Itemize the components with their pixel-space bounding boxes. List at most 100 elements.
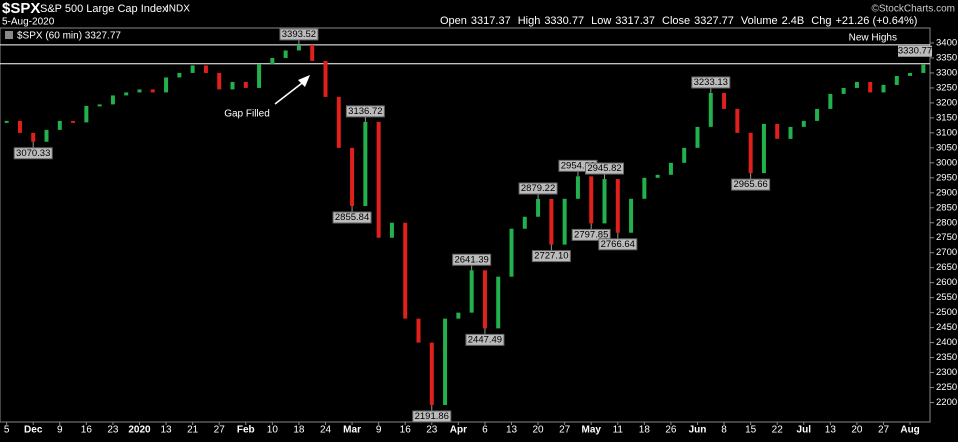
price-bar (469, 270, 474, 313)
x-tick-label: 16 (400, 425, 412, 436)
value-label: 3393.52 (282, 29, 316, 40)
x-tick-label: 24 (320, 425, 332, 436)
y-tick-label: 2450 (936, 322, 957, 333)
price-bar (71, 120, 76, 123)
y-tick-label: 3150 (936, 112, 957, 123)
x-tick-label: 13 (506, 425, 518, 436)
x-tick-label: 9 (57, 425, 63, 436)
price-bar (124, 92, 129, 96)
price-bar (363, 121, 368, 207)
price-bar (589, 176, 594, 224)
y-tick-label: 2350 (936, 352, 957, 363)
price-bar (629, 198, 634, 233)
y-tick-label: 3100 (936, 127, 957, 138)
price-bar (868, 81, 873, 93)
x-tick-label: Dec (24, 425, 43, 436)
price-bar (283, 50, 288, 58)
legend-swatch (5, 31, 13, 39)
quote-label: High (518, 15, 541, 27)
date: 5-Aug-2020 (2, 17, 55, 28)
y-tick-label: 3350 (936, 52, 957, 63)
x-tick-label: Feb (237, 425, 255, 436)
price-bar (708, 92, 713, 127)
y-tick-label: 3000 (936, 157, 957, 168)
chart-title: S&P 500 Large Cap Index (40, 3, 168, 15)
value-label-box (412, 410, 452, 423)
y-tick-label: 3400 (936, 37, 957, 48)
quote-value: 2.4B (782, 15, 805, 27)
price-bar (522, 216, 527, 229)
price-bar (536, 199, 541, 217)
price-bar (775, 123, 780, 139)
quote-label: Volume (741, 15, 778, 27)
price-bar (921, 64, 926, 73)
price-bar (4, 120, 9, 123)
price-bar (908, 72, 913, 76)
price-bar (496, 276, 501, 329)
price-bar (350, 147, 355, 207)
quote-label: Chg (811, 15, 831, 27)
x-tick-label: 20 (533, 425, 545, 436)
price-bar (482, 270, 487, 329)
price-bar (416, 318, 421, 343)
x-tick-label: 23 (426, 425, 438, 436)
y-tick-label: 2950 (936, 172, 957, 183)
price-bar (97, 104, 102, 107)
price-bar (296, 44, 301, 51)
value-label-box (345, 105, 385, 118)
x-tick-label: Apr (450, 425, 467, 436)
price-bar (110, 95, 115, 105)
price-bar (668, 162, 673, 175)
price-bar (655, 174, 660, 178)
value-label: 3233.13 (694, 77, 728, 88)
exchange: INDX (166, 4, 190, 15)
price-bar (562, 198, 567, 245)
y-tick-label: 2550 (936, 292, 957, 303)
price-bar (815, 108, 820, 121)
annotation-arrow (274, 79, 307, 105)
value-label-box (332, 211, 372, 224)
price-bar (456, 312, 461, 319)
x-tick-label: 15 (745, 425, 757, 436)
x-tick-label: Jul (797, 425, 812, 436)
credit: ©StockCharts.com (871, 4, 955, 15)
price-bar (575, 176, 580, 199)
plot-frame (0, 27, 931, 423)
price-bar (615, 179, 620, 233)
price-bar (177, 72, 182, 78)
price-bar (336, 96, 341, 148)
value-label: 2641.39 (454, 254, 488, 265)
price-bar (429, 342, 434, 405)
y-tick-label: 2200 (936, 397, 957, 408)
y-tick-label: 3300 (936, 67, 957, 78)
last-price-label: 3330.77 (898, 46, 932, 57)
price-bar (735, 108, 740, 133)
value-label: 2945.82 (587, 163, 621, 174)
price-bar (894, 75, 899, 85)
price-bar (150, 89, 155, 93)
value-label-box (13, 147, 53, 160)
x-tick-label: 26 (665, 425, 677, 436)
y-tick-label: 2650 (936, 262, 957, 273)
x-tick-label: 16 (81, 425, 93, 436)
price-bar (376, 121, 381, 238)
value-label-box (452, 253, 492, 266)
symbol: $SPX (2, 0, 40, 17)
y-tick-label: 3050 (936, 142, 957, 153)
y-tick-label: 2900 (936, 187, 957, 198)
x-tick-label: 6 (482, 425, 488, 436)
quote-value: 3330.77 (544, 15, 584, 27)
value-label-box (518, 182, 558, 195)
x-tick-label: 20 (851, 425, 863, 436)
value-label: 2191.86 (415, 411, 449, 422)
y-tick-label: 2800 (936, 217, 957, 228)
price-bar (443, 318, 448, 405)
price-bar (203, 65, 208, 73)
price-bar (828, 93, 833, 109)
quote-value: 3317.37 (615, 15, 655, 27)
price-bar (682, 147, 687, 163)
price-bar (31, 132, 36, 142)
quote-value: +21.26 (+0.64%) (835, 15, 917, 27)
y-tick-label: 2700 (936, 247, 957, 258)
